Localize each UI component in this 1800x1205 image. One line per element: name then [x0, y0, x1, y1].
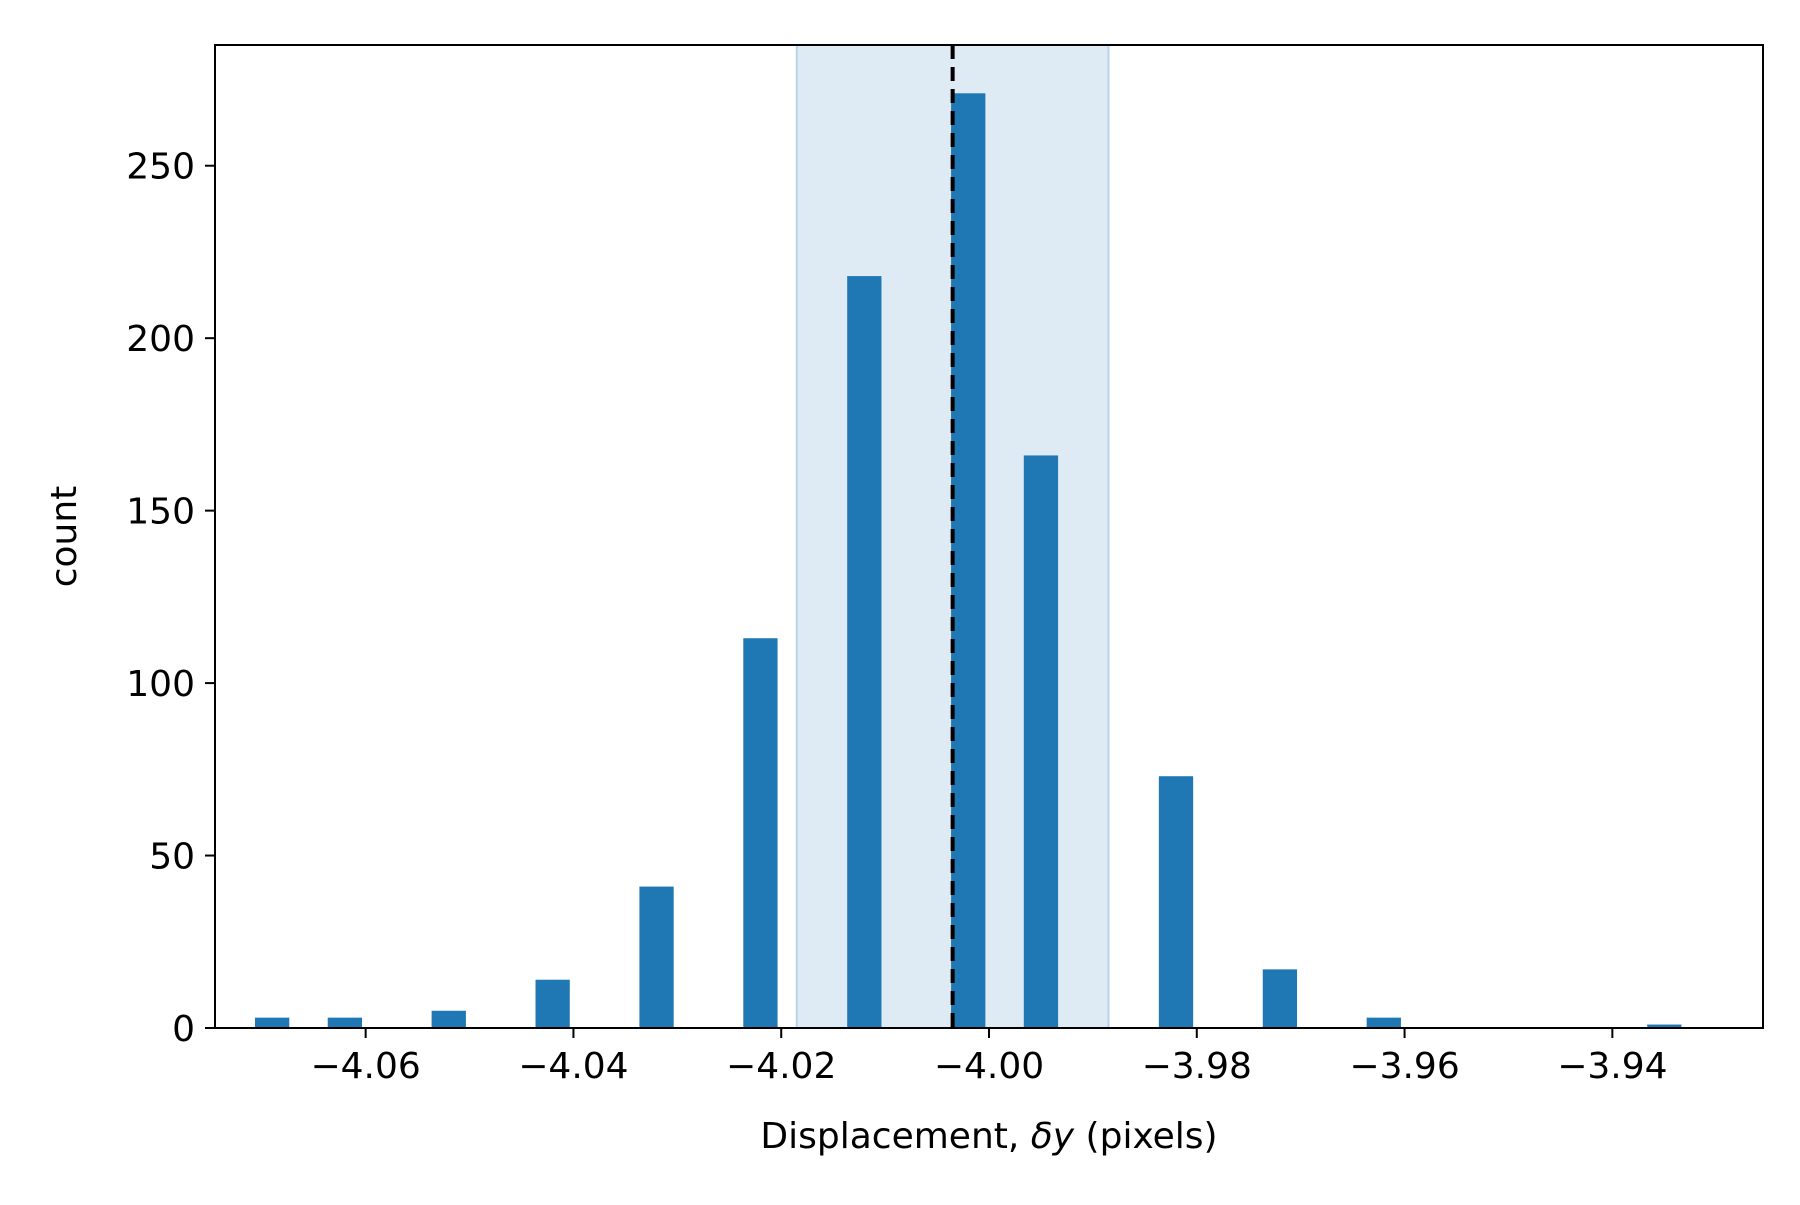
- histogram-bar: [1262, 969, 1298, 1028]
- histogram-bar: [1158, 776, 1194, 1028]
- histogram-bar: [1366, 1017, 1401, 1028]
- histogram-bar: [327, 1017, 363, 1028]
- histogram-bar: [1647, 1024, 1682, 1028]
- y-tick-label: 0: [172, 1009, 195, 1050]
- histogram-bar: [847, 276, 882, 1029]
- y-tick-label: 150: [126, 492, 195, 533]
- bars-layer: [254, 93, 1682, 1029]
- x-axis-title: Displacement, δy (pixels): [760, 1116, 1217, 1157]
- x-tick-label: −4.04: [518, 1046, 628, 1087]
- x-tick-label: −4.00: [934, 1046, 1044, 1087]
- y-tick-label: 50: [149, 837, 195, 878]
- y-axis-ticks: 0 50 100 150 200 250: [126, 147, 215, 1050]
- y-axis-title: count: [44, 486, 85, 588]
- x-axis-title-suffix: (pixels): [1074, 1116, 1218, 1157]
- x-tick-label: −3.96: [1349, 1046, 1459, 1087]
- x-axis-ticks: −4.06 −4.04 −4.02 −4.00 −3.98 −3.96 −3.94: [310, 1028, 1668, 1087]
- histogram-bar: [535, 979, 570, 1028]
- x-axis-title-variable: δy: [1031, 1116, 1075, 1157]
- y-tick-label: 200: [126, 319, 195, 360]
- y-tick-label: 100: [126, 664, 195, 705]
- x-axis-title-prefix: Displacement,: [760, 1116, 1030, 1157]
- x-tick-label: −3.98: [1142, 1046, 1252, 1087]
- histogram-bar: [951, 93, 986, 1028]
- histogram-bar: [254, 1017, 290, 1028]
- histogram-bar: [743, 638, 778, 1028]
- histogram-bar: [431, 1010, 466, 1028]
- x-tick-label: −4.06: [310, 1046, 420, 1087]
- x-tick-label: −3.94: [1557, 1046, 1667, 1087]
- histogram-bar: [639, 886, 674, 1028]
- y-tick-label: 250: [126, 147, 195, 188]
- histogram-bar: [1023, 455, 1059, 1028]
- x-tick-label: −4.02: [726, 1046, 836, 1087]
